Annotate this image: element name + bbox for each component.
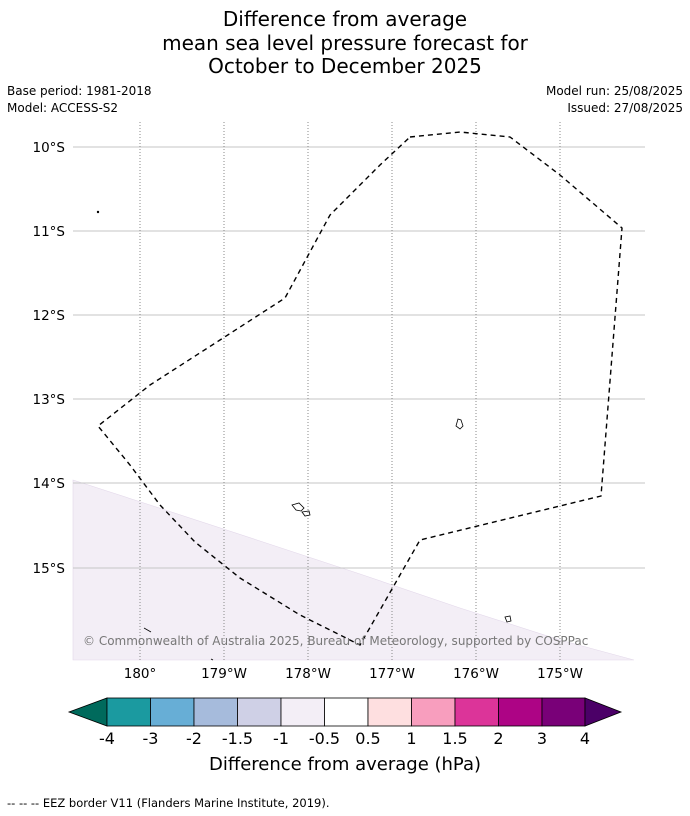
title-line-2: mean sea level pressure forecast for [162,30,528,55]
lon-label-179w: 179°W [201,666,247,682]
lon-label-180: 180° [124,666,157,682]
cbar-tick-9: 1.5 [442,729,467,748]
lat-label-14s: 14°S [33,476,66,492]
copyright-note: © Commonwealth of Australia 2025, Bureau… [83,634,588,648]
map-title: Difference from average mean sea level p… [0,7,690,79]
lon-label-178w: 178°W [285,666,331,682]
cbar-tick-2: -3 [143,729,159,748]
islands [96,210,512,661]
island-5 [143,627,152,633]
island-4 [504,615,512,623]
colorbar-bin-7 [367,697,412,727]
model-run: Model run: 25/08/2025 [545,84,683,98]
colorbar-arrow-left [67,697,108,727]
colorbar [67,697,623,727]
meta-left: Base period: 1981-2018 Model: ACCESS-S2 [7,83,152,117]
colorbar-bin-6 [324,697,369,727]
colorbar-title: Difference from average (hPa) [209,754,481,775]
cbar-tick-11: 3 [537,729,547,748]
lat-label-11s: 11°S [33,224,66,240]
colorbar-arrow-right [584,697,623,727]
cbar-tick-5: -1 [273,729,289,748]
colorbar-bin-11 [541,697,586,727]
title-line-3: October to December 2025 [208,54,482,78]
lat-label-10s: 10°S [33,140,66,156]
colorbar-bin-2 [150,697,195,727]
cbar-tick-1: -4 [99,729,115,748]
shaded-region [72,479,635,661]
eez-footnote: -- -- -- EEZ border V11 (Flanders Marine… [7,796,330,810]
base-period: Base period: 1981-2018 [7,84,152,98]
colorbar-bin-10 [498,697,543,727]
cbar-tick-8: 1 [406,729,416,748]
island-3 [301,510,311,517]
lat-label-13s: 13°S [33,392,66,408]
cbar-tick-4: -1.5 [222,729,253,748]
eez-boundary [97,131,623,646]
island-2 [291,502,305,512]
colorbar-bin-9 [454,697,499,727]
lon-label-177w: 177°W [369,666,415,682]
lat-label-12s: 12°S [33,308,66,324]
meta-right: Model run: 25/08/2025 Issued: 27/08/2025 [546,83,683,117]
issued-date: Issued: 27/08/2025 [567,101,683,115]
island-6 [96,210,100,214]
cbar-tick-10: 2 [493,729,503,748]
model-name: Model: ACCESS-S2 [7,101,119,115]
cbar-tick-7: 0.5 [355,729,380,748]
lat-gridlines [73,146,645,569]
lon-label-175w: 175°W [537,666,583,682]
cbar-tick-12: 4 [580,729,590,748]
island-1 [455,418,464,430]
colorbar-bin-5 [280,697,325,727]
lon-label-176w: 176°W [453,666,499,682]
cbar-tick-6: -0.5 [309,729,340,748]
island-7 [210,658,214,661]
cbar-tick-3: -2 [186,729,202,748]
colorbar-bin-3 [193,697,238,727]
lat-label-15s: 15°S [33,561,66,577]
title-line-1: Difference from average [222,7,468,31]
colorbar-bin-8 [411,697,456,727]
colorbar-bin-1 [106,697,151,727]
colorbar-bin-4 [237,697,282,727]
